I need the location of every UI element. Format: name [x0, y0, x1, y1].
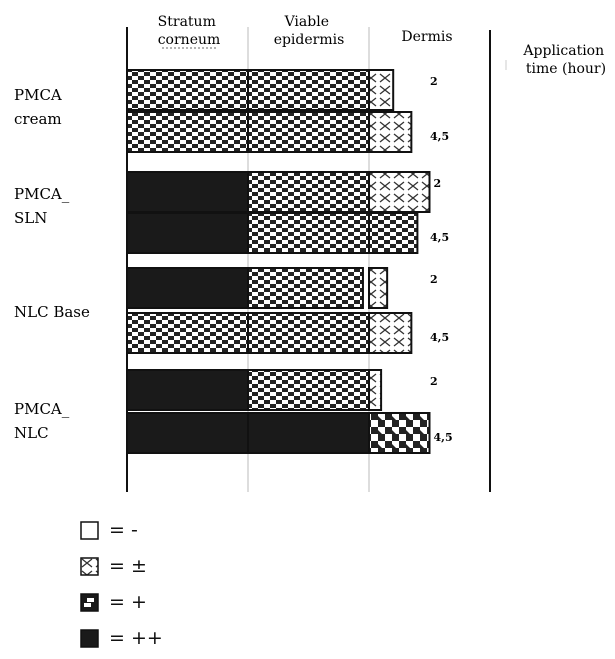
bar-segment-diagonal-check — [368, 412, 431, 454]
bar-segment-check — [126, 312, 249, 354]
bar-segment-solid — [126, 412, 249, 454]
time-label: 4,5 — [434, 431, 453, 444]
group-label-line: PMCA_ — [14, 185, 70, 203]
group-label-line: PMCA_ — [14, 400, 70, 418]
bar-segment-cross — [368, 171, 431, 213]
group-label: PMCA cream — [14, 86, 62, 128]
group-label-line: cream — [14, 110, 62, 128]
bar-segment-solid — [247, 412, 370, 454]
group-label: NLC Base — [14, 303, 90, 321]
legend-label: = + — [109, 591, 147, 613]
bar-segment-solid — [126, 171, 249, 213]
bar-segment-check — [126, 69, 249, 111]
header-stratum-line-1: Stratum — [158, 14, 216, 30]
header-dermis-line-1: Dermis — [401, 29, 452, 45]
bar-segment-check — [247, 267, 364, 309]
bar-segment-solid — [126, 212, 249, 254]
legend-swatch-white — [80, 520, 99, 540]
group-label-line: NLC — [14, 424, 49, 442]
time-label: 2 — [430, 375, 438, 388]
legend-item: = + — [80, 587, 163, 617]
bar-segment-check — [368, 212, 419, 254]
header-viable-line-1: Viable — [284, 14, 329, 30]
time-label: 2 — [434, 177, 442, 190]
legend-label: = - — [109, 519, 138, 541]
bar-segment-cross — [368, 369, 383, 411]
header-application-line-1: Application — [522, 43, 604, 59]
bar-segment-check — [126, 111, 249, 153]
legend-label: = ++ — [109, 627, 163, 649]
bar-segment-solid — [126, 267, 249, 309]
legend-item: = ++ — [80, 623, 163, 653]
time-label: 2 — [430, 273, 438, 286]
legend-item: = - — [80, 515, 163, 545]
legend-swatch-check — [80, 592, 99, 612]
group-label-line: NLC Base — [14, 303, 90, 321]
bar-segment-cross — [368, 111, 413, 153]
header-application-time: Application time (hour) — [522, 43, 608, 77]
group-label-line: SLN — [14, 209, 47, 227]
bar-segment-check — [247, 171, 370, 213]
legend-label: = ± — [109, 555, 147, 577]
bar-segment-cross — [368, 69, 395, 111]
header-application-line-2: time (hour) — [526, 61, 606, 77]
group-label: PMCA_ SLN — [14, 185, 70, 227]
bar-segment-check — [247, 111, 370, 153]
legend-swatch-cross — [80, 556, 99, 576]
time-label: 4,5 — [430, 331, 449, 344]
header-viable-epidermis: Viable epidermis — [274, 14, 345, 48]
legend: = - = ± = + = ++ — [80, 515, 163, 659]
header-stratum-corneum: Stratum corneum — [158, 14, 221, 48]
bar-segment-cross — [368, 312, 413, 354]
header-stratum-line-2: corneum — [158, 32, 221, 48]
group-label: PMCA_ NLC — [14, 400, 70, 442]
bar-segment-check — [247, 69, 370, 111]
time-label: 2 — [430, 75, 438, 88]
legend-swatch-solid — [80, 628, 99, 648]
bar-segment-check — [247, 212, 370, 254]
bar-segment-check — [247, 369, 370, 411]
time-label: 4,5 — [430, 130, 449, 143]
legend-item: = ± — [80, 551, 163, 581]
bars-layer: PMCA cream 2 4,5 PMCA_ SLN 2 4,5 NLC Base 2 4,5 PMC… — [14, 69, 453, 454]
header-dermis: Dermis — [401, 29, 452, 45]
bar-segment-check — [247, 312, 370, 354]
bar-segment-cross — [368, 267, 389, 309]
bar-segment-solid — [126, 369, 249, 411]
group-label-line: PMCA — [14, 86, 62, 104]
time-label: 4,5 — [430, 231, 449, 244]
header-viable-line-2: epidermis — [274, 32, 345, 48]
